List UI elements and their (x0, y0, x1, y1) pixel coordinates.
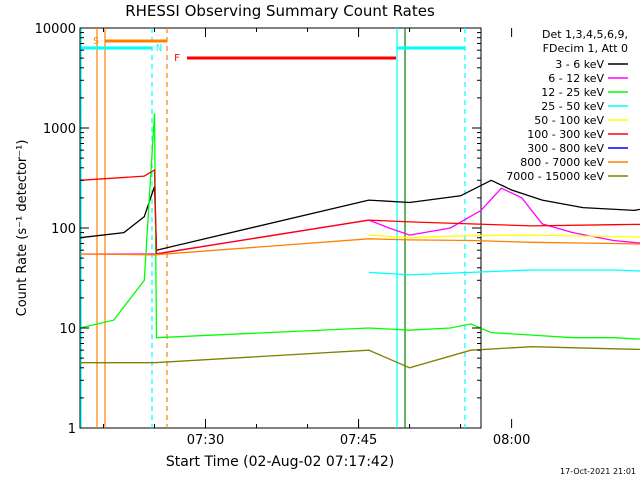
legend-header: FDecim 1, Att 0 (543, 42, 628, 55)
series-line (368, 269, 640, 276)
legend-header: Det 1,3,4,5,6,9, (542, 28, 628, 41)
y-axis-label: Count Rate (s⁻¹ detector⁻¹) (15, 140, 30, 317)
legend-entry-label: 800 - 7000 keV (520, 156, 604, 169)
series-line (80, 346, 640, 369)
series-line (79, 113, 640, 340)
plot-area: S N F (79, 28, 640, 428)
y-tick-label: 10000 (35, 22, 76, 37)
x-axis-label: Start Time (02-Aug-02 07:17:42) (166, 454, 394, 470)
legend-entry-label: 100 - 300 keV (527, 128, 604, 141)
timestamp: 17-Oct-2021 21:01 (560, 467, 636, 476)
legend-entry-label: 7000 - 15000 keV (506, 170, 604, 183)
series-line (368, 234, 640, 239)
legend-entry-label: 3 - 6 keV (555, 58, 604, 71)
legend-entry-label: 300 - 800 keV (527, 142, 604, 155)
legend-entry-label: 25 - 50 keV (541, 100, 604, 113)
flag-label: S (93, 36, 99, 47)
series-line (79, 168, 640, 255)
series-line (79, 179, 640, 252)
plot-frame (79, 27, 482, 429)
y-tick-label: 100 (51, 222, 76, 237)
x-tick-label: 07:45 (340, 433, 377, 448)
chart-title: RHESSI Observing Summary Count Rates (125, 2, 435, 20)
flag-label: F (174, 53, 180, 64)
legend: Det 1,3,4,5,6,9,FDecim 1, Att 0 3 - 6 keV… (506, 28, 628, 183)
axes: 11010010001000007:3007:4508:0008:1508:30… (35, 22, 531, 448)
series-line (80, 187, 640, 255)
legend-entry-label: 6 - 12 keV (548, 72, 604, 85)
x-tick-label: 07:30 (187, 433, 224, 448)
x-tick-label: 08:00 (493, 433, 530, 448)
y-tick-label: 10 (59, 322, 76, 337)
flag-label: N (156, 43, 162, 54)
y-tick-label: 1000 (43, 122, 76, 137)
legend-entry-label: 50 - 100 keV (534, 114, 604, 127)
y-tick-label: 1 (68, 422, 76, 437)
legend-entry-label: 12 - 25 keV (541, 86, 604, 99)
series-line (79, 238, 640, 256)
